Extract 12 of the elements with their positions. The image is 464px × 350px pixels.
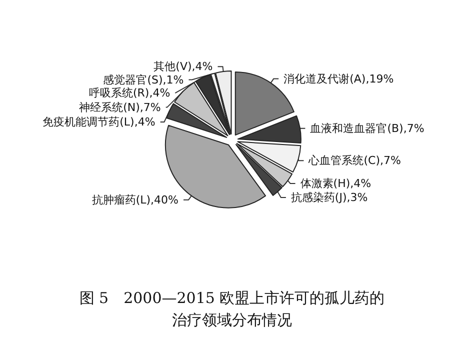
slice-label: 消化道及代谢(A),19% bbox=[284, 72, 394, 86]
slice-label: 感觉器官(S),1% bbox=[103, 73, 184, 86]
slice-label: 体激素(H),4% bbox=[300, 176, 372, 190]
slice-label: 抗肿瘤药(L),40% bbox=[92, 193, 179, 206]
text: 图 5 2000—2015 欧盟上市许可的孤儿药的治疗领域分布情况 bbox=[79, 289, 385, 329]
slice-label: 呼吸系统(R),4% bbox=[88, 86, 170, 100]
slice-label: 免疫机能调节药(L),4% bbox=[42, 115, 156, 128]
slice-label: 抗感染药(J),3% bbox=[290, 190, 368, 204]
slice-label: 神经系统(N),7% bbox=[79, 100, 161, 114]
slice-label: 心血管系统(C),7% bbox=[308, 154, 401, 168]
slice-label: 血液和造血器官(B),7% bbox=[310, 122, 424, 135]
slice-label: 其他(V),4% bbox=[154, 60, 213, 74]
